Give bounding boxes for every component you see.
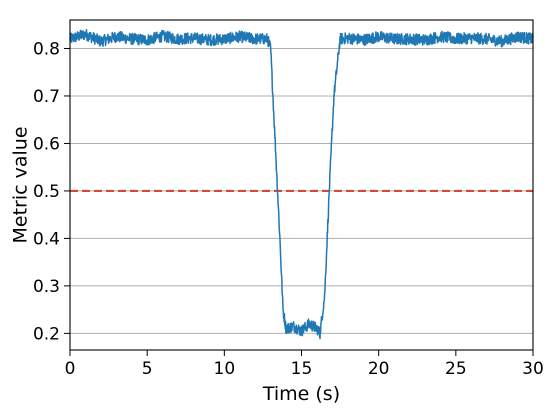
series-line xyxy=(69,28,534,340)
y-tick-label: 0.4 xyxy=(33,229,60,249)
series-lines xyxy=(69,28,534,340)
x-tick-label: 30 xyxy=(522,359,544,379)
x-tick-label: 0 xyxy=(65,359,76,379)
x-tick-label: 10 xyxy=(214,359,236,379)
y-tick-label: 0.3 xyxy=(33,277,60,297)
x-axis-label: Time (s) xyxy=(262,383,340,405)
x-tick-label: 15 xyxy=(291,359,313,379)
y-tick-label: 0.2 xyxy=(33,324,60,344)
x-axis-ticks: 0 5 10 15 20 25 30 xyxy=(65,350,544,379)
x-tick-label: 5 xyxy=(142,359,153,379)
plot-frame xyxy=(69,19,534,351)
y-tick-label: 0.8 xyxy=(33,39,60,59)
y-axis-label: Metric value xyxy=(10,126,32,243)
x-tick-label: 20 xyxy=(368,359,390,379)
y-tick-label: 0.7 xyxy=(33,87,60,107)
x-tick-label: 25 xyxy=(445,359,467,379)
y-tick-label: 0.6 xyxy=(33,134,60,154)
y-axis-ticks: 0.2 0.3 0.4 0.5 0.6 0.7 0.8 xyxy=(33,39,70,344)
y-tick-label: 0.5 xyxy=(33,182,60,202)
